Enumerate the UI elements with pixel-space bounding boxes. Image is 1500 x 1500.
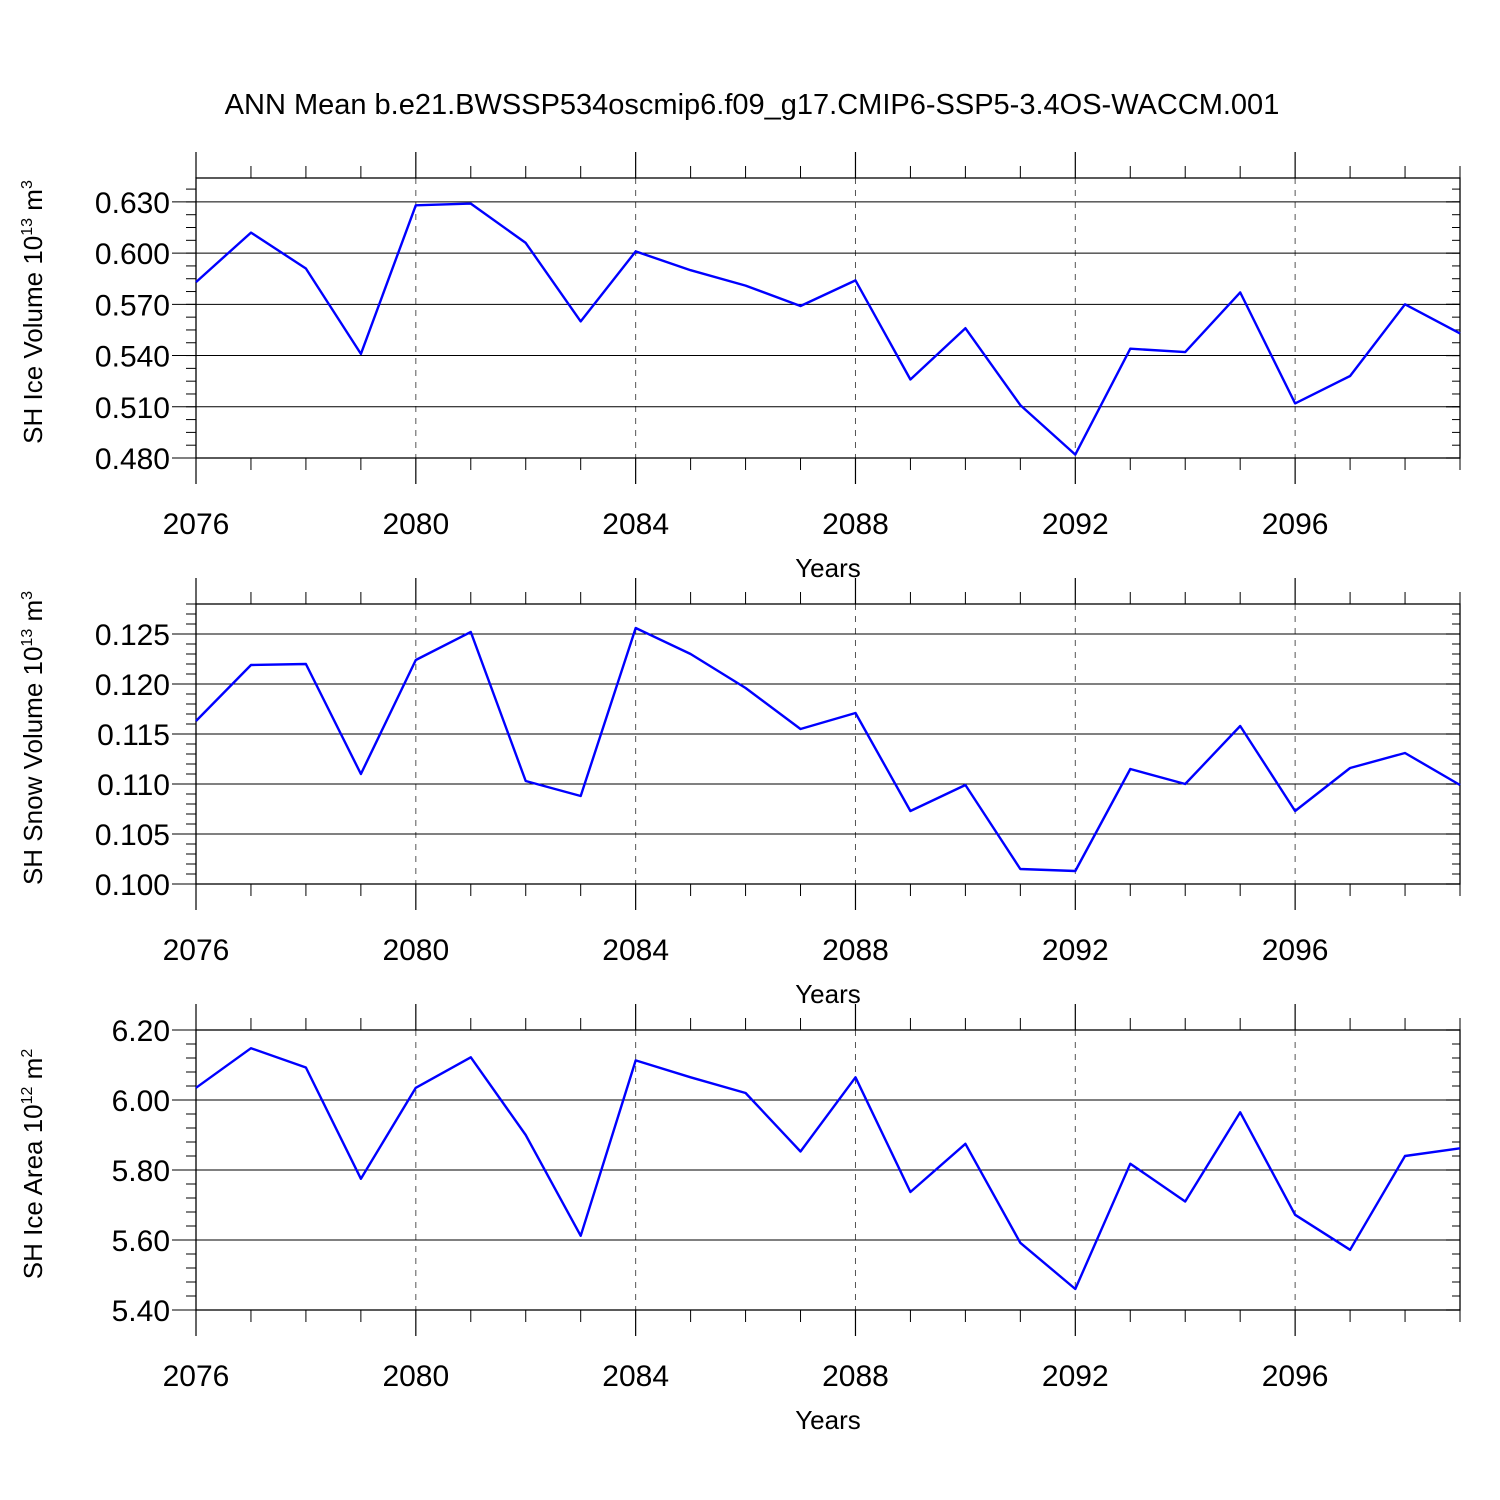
chart-1-x-tick-label: 2076 bbox=[163, 508, 230, 541]
chart-2-series-line-1 bbox=[195, 626, 1461, 873]
chart-2-frame bbox=[195, 603, 1461, 885]
chart-3-x-tick-label: 2080 bbox=[382, 1360, 449, 1393]
figure-title: ANN Mean b.e21.BWSSP534oscmip6.f09_g17.C… bbox=[225, 89, 1280, 121]
chart-1-x-tick-label: 2092 bbox=[1042, 508, 1109, 541]
chart-2-x-tick-label: 2088 bbox=[822, 934, 889, 967]
chart-3-x-tick-label: 2092 bbox=[1042, 1360, 1109, 1393]
chart-3-series-line-1 bbox=[195, 1046, 1461, 1291]
chart-panel-1: 0.480 0.510 0.540 0.570 0.600 0.630 2076 2080 20… bbox=[18, 152, 1461, 583]
chart-3-x-axis-title: Years bbox=[795, 1405, 861, 1435]
chart-panel-3: 5.40 5.60 5.80 6.00 6.20 2076 2080 2084 2088 2092… bbox=[18, 1004, 1461, 1435]
chart-1-x-tick-label: 2084 bbox=[602, 508, 669, 541]
chart-3-y-tick-label: 5.60 bbox=[112, 1225, 170, 1258]
chart-3-y-tick-label: 5.80 bbox=[112, 1155, 170, 1188]
chart-1-y-tick-label: 0.600 bbox=[95, 238, 170, 271]
chart-2-x-tick-label: 2092 bbox=[1042, 934, 1109, 967]
chart-panel-2: 0.100 0.105 0.110 0.115 0.120 0.125 2076 2080 20… bbox=[18, 578, 1461, 1009]
chart-1-y-tick-label: 0.540 bbox=[95, 341, 170, 374]
chart-2-y-tick-label: 0.105 bbox=[95, 819, 170, 852]
chart-1-x-tick-label: 2088 bbox=[822, 508, 889, 541]
chart-1-y-tick-label: 0.570 bbox=[95, 289, 170, 322]
chart-3-y-axis-title: SH Ice Area 1012 m2 bbox=[18, 1049, 48, 1280]
chart-3-x-tick-label: 2096 bbox=[1262, 1360, 1329, 1393]
chart-2-y-tick-label: 0.115 bbox=[97, 719, 170, 752]
chart-1-series-line-1 bbox=[195, 202, 1461, 456]
panels: 0.480 0.510 0.540 0.570 0.600 0.630 2076 2080 20… bbox=[18, 152, 1461, 1435]
chart-1-y-tick-label: 0.480 bbox=[95, 443, 170, 476]
chart-3-y-tick-label: 5.40 bbox=[112, 1295, 170, 1328]
chart-1-x-axis-title: Years bbox=[795, 553, 861, 583]
chart-1-x-tick-label: 2096 bbox=[1262, 508, 1329, 541]
chart-1-y-tick-label: 0.510 bbox=[95, 392, 170, 425]
chart-2-y-tick-label: 0.120 bbox=[95, 669, 170, 702]
chart-1-x-tick-label: 2080 bbox=[382, 508, 449, 541]
chart-2-x-axis-title: Years bbox=[795, 979, 861, 1009]
chart-2-x-tick-label: 2080 bbox=[382, 934, 449, 967]
chart-2-y-tick-label: 0.110 bbox=[97, 769, 170, 802]
chart-3-x-tick-label: 2084 bbox=[602, 1360, 669, 1393]
chart-2-y-tick-label: 0.125 bbox=[95, 619, 170, 652]
chart-2-x-tick-label: 2076 bbox=[163, 934, 230, 967]
chart-2-y-tick-label: 0.100 bbox=[95, 869, 170, 902]
chart-3-x-tick-label: 2088 bbox=[822, 1360, 889, 1393]
chart-2-y-axis-title: SH Snow Volume 1013 m3 bbox=[18, 591, 48, 885]
chart-2-x-tick-label: 2084 bbox=[602, 934, 669, 967]
chart-1-y-tick-label: 0.630 bbox=[95, 187, 170, 220]
chart-3-y-tick-label: 6.00 bbox=[112, 1085, 170, 1118]
chart-2-x-tick-label: 2096 bbox=[1262, 934, 1329, 967]
chart-3-x-tick-label: 2076 bbox=[163, 1360, 230, 1393]
chart-1-frame bbox=[195, 177, 1461, 459]
chart-3-y-tick-label: 6.20 bbox=[112, 1015, 170, 1048]
chart-1-y-axis-title: SH Ice Volume 1013 m3 bbox=[18, 180, 48, 444]
